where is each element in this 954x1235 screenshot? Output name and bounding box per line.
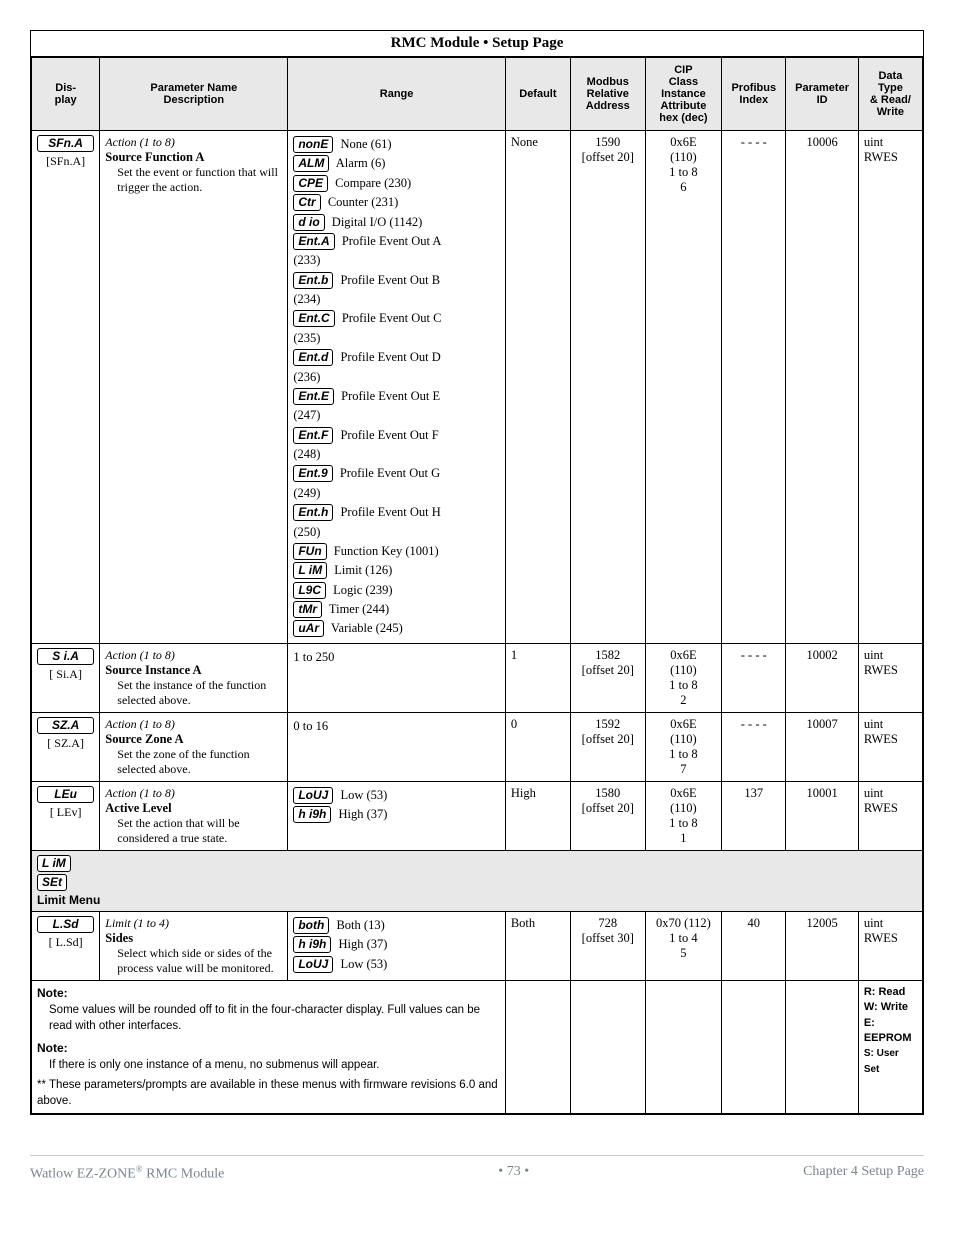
range-cell: nonE None (61)ALM Alarm (6)CPE Compare (…	[288, 131, 505, 644]
default-cell: High	[505, 781, 570, 850]
footer-left: Watlow EZ-ZONE® RMC Module	[30, 1164, 224, 1183]
segment-code: uAr	[293, 620, 324, 637]
default-cell: Both	[505, 911, 570, 980]
segment-code: Ent.d	[293, 349, 333, 366]
param-cell: Action (1 to 8) Source Function A Set th…	[100, 131, 288, 644]
paramid-cell: 10007	[786, 712, 858, 781]
profibus-cell: 137	[722, 781, 786, 850]
hdr-param: Parameter NameDescription	[100, 58, 288, 131]
profibus-cell: - - - -	[722, 131, 786, 644]
default-cell: 0	[505, 712, 570, 781]
paramid-cell: 10002	[786, 643, 858, 712]
segment-code: Ent.E	[293, 388, 334, 405]
display-cell: SFn.A [SFn.A]	[32, 131, 100, 644]
range-cell: 1 to 250	[288, 643, 505, 712]
empty-cell	[645, 980, 722, 1113]
empty-cell	[570, 980, 645, 1113]
segment-code: Ctr	[293, 194, 320, 211]
table-row: SZ.A [ SZ.A] Action (1 to 8) Source Zone…	[32, 712, 923, 781]
footer-right: Chapter 4 Setup Page	[803, 1164, 924, 1183]
segment-code: Ent.b	[293, 272, 333, 289]
empty-cell	[505, 980, 570, 1113]
segment-code: Ent.9	[293, 465, 332, 482]
table-row: S i.A [ Si.A] Action (1 to 8) Source Ins…	[32, 643, 923, 712]
hdr-profibus: ProfibusIndex	[722, 58, 786, 131]
page-frame: RMC Module • Setup Page Dis-play Paramet…	[30, 30, 924, 1115]
segment-code: Ent.A	[293, 233, 334, 250]
table-row: SFn.A [SFn.A] Action (1 to 8) Source Fun…	[32, 131, 923, 644]
segment-code: nonE	[293, 136, 333, 153]
legend-cell: R: ReadW: WriteE: EEPROMS: User Set	[858, 980, 922, 1113]
hdr-default: Default	[505, 58, 570, 131]
segment-code: h i9h	[293, 806, 331, 823]
segment-code: h i9h	[293, 936, 331, 953]
paramid-cell: 10006	[786, 131, 858, 644]
hdr-range: Range	[288, 58, 505, 131]
modbus-cell: 1592[offset 20]	[570, 712, 645, 781]
segment-code: ALM	[293, 155, 329, 172]
modbus-cell: 1582[offset 20]	[570, 643, 645, 712]
cip-cell: 0x6E(110)1 to 82	[645, 643, 722, 712]
hdr-paramid: ParameterID	[786, 58, 858, 131]
segment-code: FUn	[293, 543, 326, 560]
param-cell: Action (1 to 8) Source Instance A Set th…	[100, 643, 288, 712]
parameter-table: Dis-play Parameter NameDescription Range…	[31, 57, 923, 1114]
table-row: LEu [ LEv] Action (1 to 8) Active Level …	[32, 781, 923, 850]
segment-code: Ent.C	[293, 310, 334, 327]
cip-cell: 0x6E(110)1 to 86	[645, 131, 722, 644]
datatype-cell: uintRWES	[858, 781, 922, 850]
paramid-cell: 12005	[786, 911, 858, 980]
hdr-cip: CIPClassInstanceAttributehex (dec)	[645, 58, 722, 131]
datatype-cell: uintRWES	[858, 643, 922, 712]
datatype-cell: uintRWES	[858, 911, 922, 980]
modbus-cell: 1580[offset 20]	[570, 781, 645, 850]
segment-code: both	[293, 917, 329, 934]
paramid-cell: 10001	[786, 781, 858, 850]
datatype-cell: uintRWES	[858, 712, 922, 781]
hdr-datatype: DataType& Read/Write	[858, 58, 922, 131]
hdr-modbus: ModbusRelativeAddress	[570, 58, 645, 131]
segment-code: CPE	[293, 175, 328, 192]
datatype-cell: uintRWES	[858, 131, 922, 644]
page-footer: Watlow EZ-ZONE® RMC Module • 73 • Chapte…	[30, 1155, 924, 1183]
profibus-cell: - - - -	[722, 643, 786, 712]
hdr-display: Dis-play	[32, 58, 100, 131]
profibus-cell: 40	[722, 911, 786, 980]
empty-cell	[786, 980, 858, 1113]
cip-cell: 0x70 (112)1 to 45	[645, 911, 722, 980]
cip-cell: 0x6E(110)1 to 87	[645, 712, 722, 781]
segment-code: LoUJ	[293, 956, 333, 973]
display-cell: LEu [ LEv]	[32, 781, 100, 850]
segment-code: d io	[293, 214, 324, 231]
empty-cell	[722, 980, 786, 1113]
segment-code: Ent.h	[293, 504, 333, 521]
range-cell: 0 to 16	[288, 712, 505, 781]
segment-code: LoUJ	[293, 787, 333, 804]
footer-center: • 73 •	[498, 1164, 529, 1183]
profibus-cell: - - - -	[722, 712, 786, 781]
segment-code: L9C	[293, 582, 326, 599]
table-row: L.Sd [ L.Sd] Limit (1 to 4) Sides Select…	[32, 911, 923, 980]
page-title: RMC Module • Setup Page	[31, 31, 923, 57]
display-cell: SZ.A [ SZ.A]	[32, 712, 100, 781]
range-cell: both Both (13)h i9h High (37)LoUJ Low (5…	[288, 911, 505, 980]
modbus-cell: 728[offset 30]	[570, 911, 645, 980]
display-cell: S i.A [ Si.A]	[32, 643, 100, 712]
section-header-row: L iM SEt Limit Menu	[32, 850, 923, 911]
range-cell: LoUJ Low (53)h i9h High (37)	[288, 781, 505, 850]
modbus-cell: 1590[offset 20]	[570, 131, 645, 644]
notes-row: Note: Some values will be rounded off to…	[32, 980, 923, 1113]
segment-code: Ent.F	[293, 427, 333, 444]
param-cell: Action (1 to 8) Source Zone A Set the zo…	[100, 712, 288, 781]
default-cell: None	[505, 131, 570, 644]
cip-cell: 0x6E(110)1 to 81	[645, 781, 722, 850]
display-cell: L.Sd [ L.Sd]	[32, 911, 100, 980]
default-cell: 1	[505, 643, 570, 712]
param-cell: Action (1 to 8) Active Level Set the act…	[100, 781, 288, 850]
segment-code: L iM	[293, 562, 327, 579]
segment-code: tMr	[293, 601, 322, 618]
param-cell: Limit (1 to 4) Sides Select which side o…	[100, 911, 288, 980]
